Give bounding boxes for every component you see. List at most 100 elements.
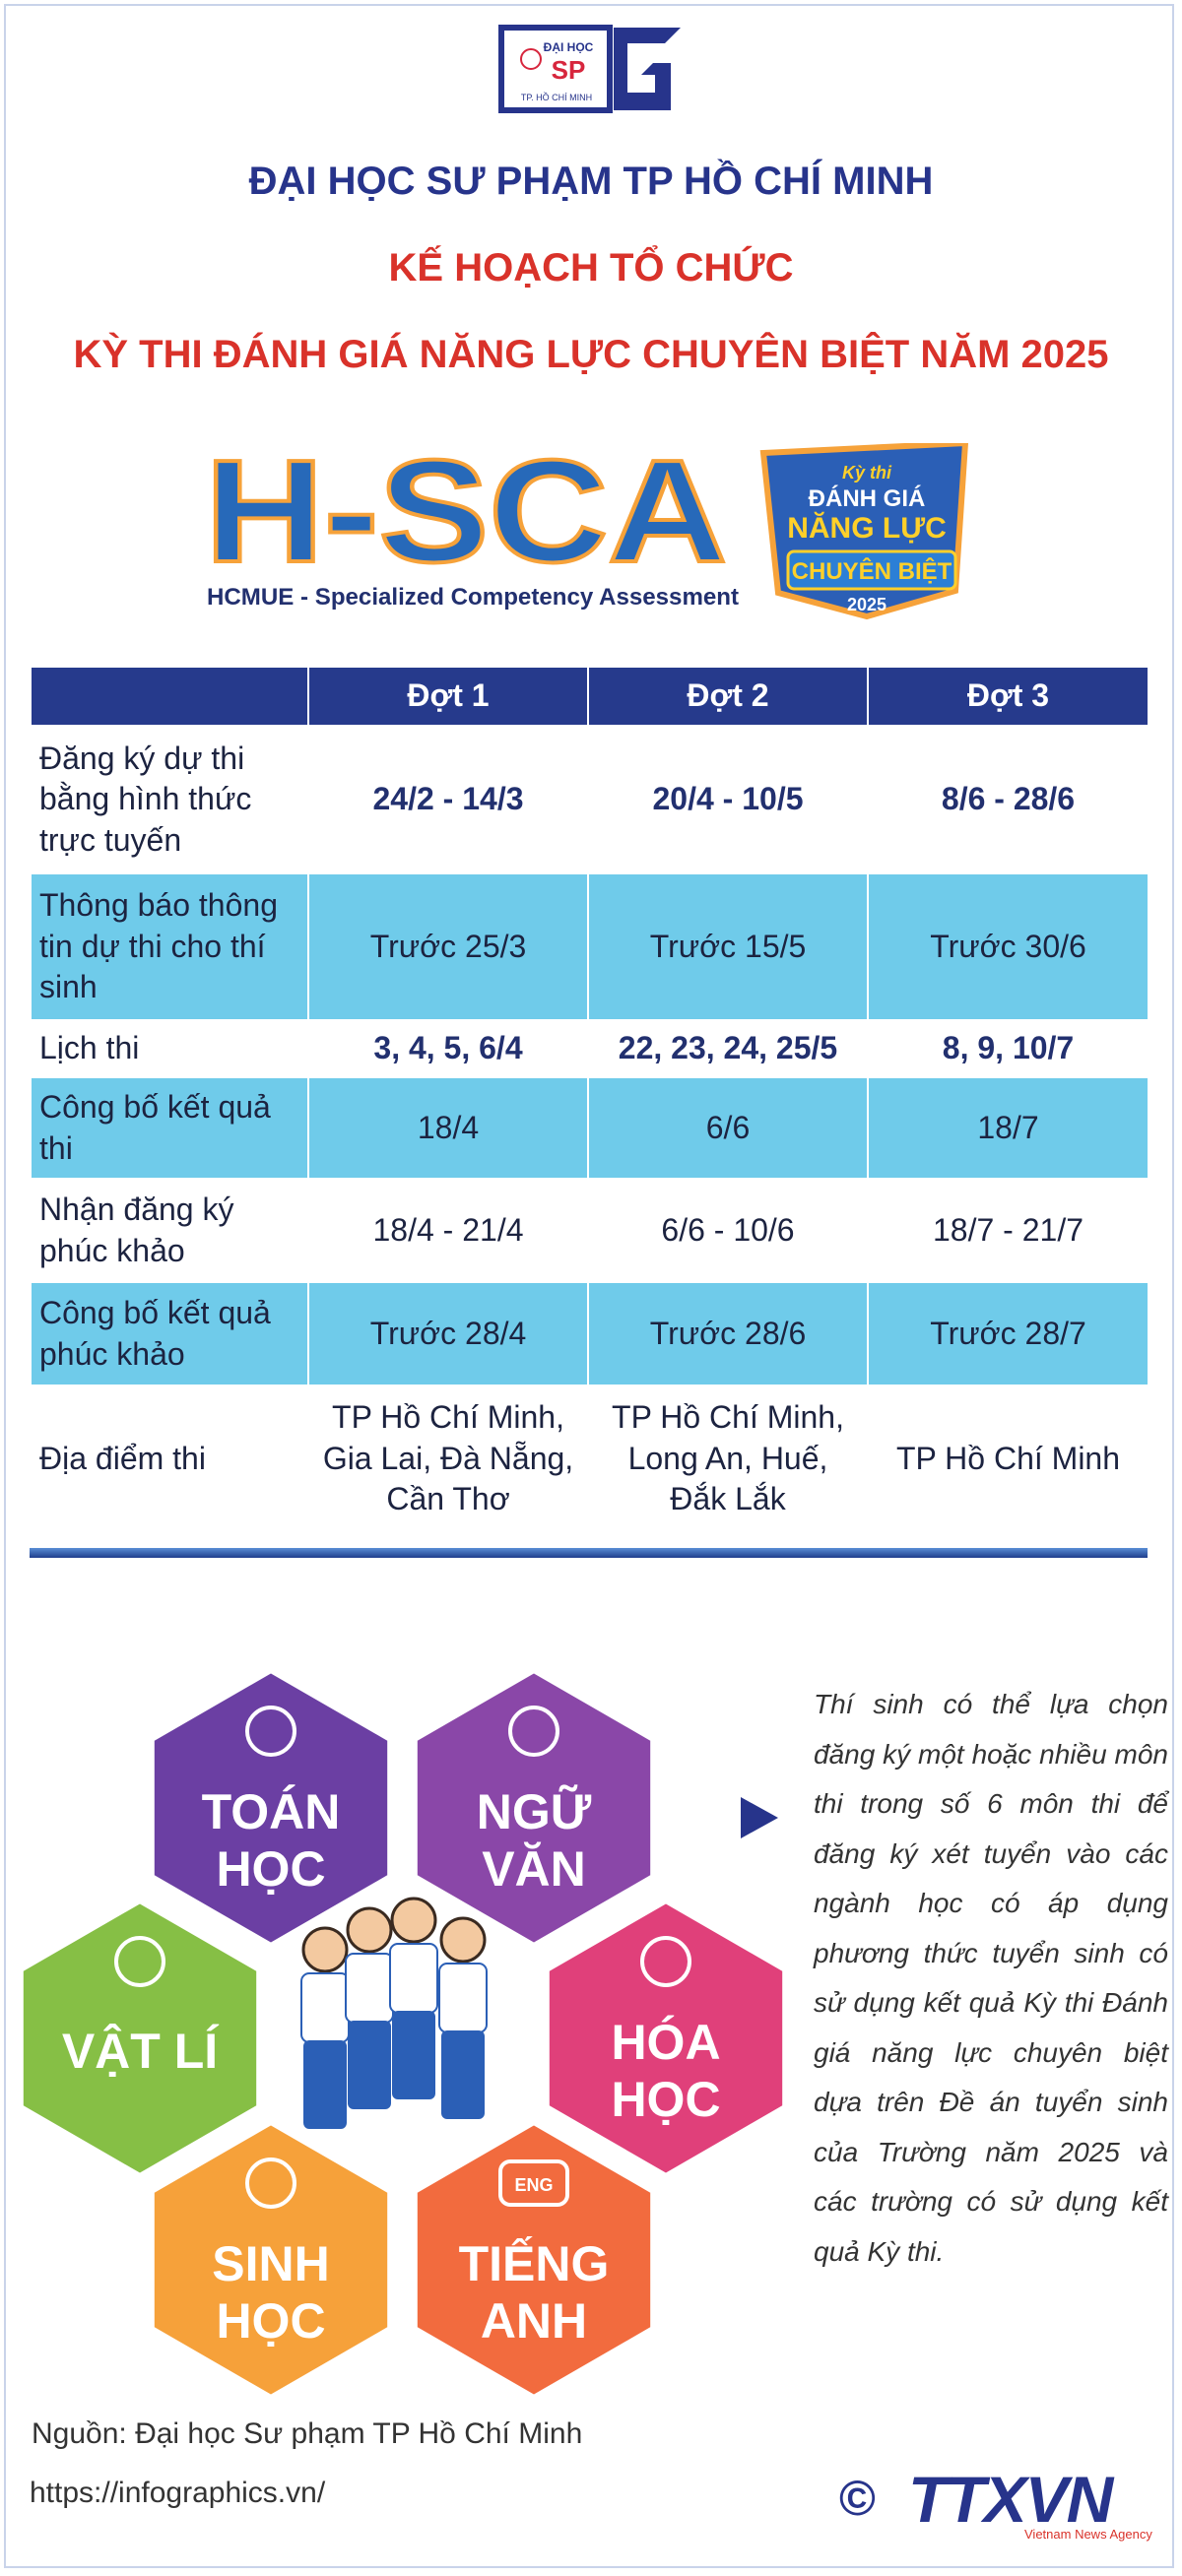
agency-en: Vietnam News Agency [1024, 2527, 1152, 2542]
student-pants [303, 2040, 347, 2129]
table-cell: Trước 28/4 [307, 1281, 589, 1386]
row-label: Nhận đăng ký phúc khảo [30, 1178, 309, 1283]
table-cell: 6/6 - 10/6 [587, 1178, 869, 1283]
table-cell: TP Hồ Chí Minh, Gia Lai, Đà Nẵng, Cần Th… [307, 1385, 589, 1533]
row-label: Công bố kết quả phúc khảo [30, 1281, 309, 1386]
url: https://infographics.vn/ [30, 2477, 326, 2509]
subject-hexagon [411, 2118, 657, 2402]
student-shirt [438, 1963, 488, 2033]
agency: TTXVN [908, 2463, 1113, 2536]
frame [4, 4, 1174, 2568]
badge-line: ĐÁNH GIÁ [809, 484, 926, 512]
table-cell: 8, 9, 10/7 [867, 1019, 1149, 1078]
student-pants [348, 2021, 391, 2109]
subject-label: HỌC [216, 2293, 325, 2349]
badge-line: 2025 [847, 595, 886, 614]
subject-icon [508, 1706, 559, 1757]
table-cell: 20/4 - 10/5 [587, 725, 869, 874]
header-cell: Đợt 1 [307, 666, 589, 727]
table-cell: Trước 28/7 [867, 1281, 1149, 1386]
header-cell: Đợt 3 [867, 666, 1149, 727]
logo-bottom: TP. HỒ CHÍ MINH [521, 92, 592, 102]
badge-line: CHUYÊN BIỆT [792, 557, 952, 585]
table-row: Lịch thi 3, 4, 5, 6/4 22, 23, 24, 25/5 8, 9… [30, 1019, 1149, 1078]
subject-icon [114, 1936, 165, 1987]
subject-hexagon [17, 1897, 263, 2180]
subject-label: SINH [212, 2236, 329, 2291]
logo: ĐẠI HỌC SP TP. HỒ CHÍ MINH [498, 25, 681, 113]
student-shirt [389, 1943, 438, 2014]
table-row: Địa điểm thi TP Hồ Chí Minh, Gia Lai, Đà … [30, 1385, 1149, 1533]
arrow [741, 1797, 778, 1838]
subject-hexagon [148, 1666, 394, 1950]
subtitle: KẾ HOẠCH TỔ CHỨC [388, 246, 794, 290]
subject-label: TIẾNG [459, 2236, 610, 2291]
logo-box [498, 25, 613, 113]
title: ĐẠI HỌC SƯ PHẠM TP HỒ CHÍ MINH [248, 160, 934, 203]
table-cell: Trước 25/3 [307, 872, 589, 1021]
divider [30, 1548, 1148, 1558]
note: Thí sinh có thể lựa chọn đăng ký một hoặ… [814, 1689, 1168, 2267]
table-cell: Trước 15/5 [587, 872, 869, 1021]
subject-label: NGỮ [477, 1783, 592, 1839]
table-cell: 18/7 [867, 1076, 1149, 1180]
table-row: Công bố kết quả thi 18/4 6/6 18/7 [30, 1076, 1149, 1180]
brand-tagline: HCMUE - Specialized Competency Assessmen… [207, 584, 739, 611]
icon-bubble [498, 2159, 569, 2207]
table-cell: 24/2 - 14/3 [307, 725, 589, 874]
table-cell: Trước 30/6 [867, 872, 1149, 1021]
student-head [439, 1916, 487, 1964]
logo-top: ĐẠI HỌC [544, 40, 594, 54]
subject-label: VĂN [482, 1841, 586, 1897]
logo-atom [520, 48, 542, 70]
student-shirt [300, 1972, 350, 2043]
subject-hexagon [543, 1897, 789, 2180]
badge-line: Kỳ thi [842, 463, 892, 483]
logo-mark: SP [552, 55, 586, 85]
subject-label: HỌC [611, 2072, 720, 2127]
table-cell: Trước 28/6 [587, 1281, 869, 1386]
row-label: Thông báo thông tin dự thi cho thí sinh [30, 872, 309, 1021]
row-label: Công bố kết quả thi [30, 1076, 309, 1180]
student-head [301, 1926, 349, 1973]
header-row: Đợt 1 Đợt 2 Đợt 3 [30, 666, 1149, 727]
table-cell: TP Hồ Chí Minh [867, 1385, 1149, 1533]
student-pants [392, 2011, 435, 2099]
table-cell: 18/7 - 21/7 [867, 1178, 1149, 1283]
table-row: Thông báo thông tin dự thi cho thí sinh T… [30, 872, 1149, 1021]
subject-icon [245, 2157, 296, 2209]
subject-icon [245, 1706, 296, 1757]
table-cell: 6/6 [587, 1076, 869, 1180]
brand: H-SCA HCMUE - Specialized Competency Ass… [203, 443, 969, 620]
table-cell: TP Hồ Chí Minh, Long An, Huế, Đắk Lắk [587, 1385, 869, 1533]
row-label: Đăng ký dự thi bằng hình thức trực tuyến [30, 725, 309, 874]
badge-line: NĂNG LỰC [787, 511, 947, 545]
source: Nguồn: Đại học Sư phạm TP Hồ Chí Minh [32, 2417, 583, 2450]
copyright: © [839, 2471, 876, 2526]
student-pants [441, 2030, 485, 2119]
student-head [390, 1897, 437, 1944]
table-cell: 3, 4, 5, 6/4 [307, 1019, 589, 1078]
brand-name: H-SCA [205, 443, 727, 593]
header-cell [30, 666, 309, 727]
subject-label: ANH [481, 2293, 587, 2349]
student-head [346, 1906, 393, 1954]
badge-text: Kỳ thi ĐÁNH GIÁ NĂNG LỰC CHUYÊN BIỆT 202… [787, 463, 952, 614]
table-row: Nhận đăng ký phúc khảo 18/4 - 21/4 6/6 - 1… [30, 1178, 1149, 1283]
logo-g [614, 28, 681, 110]
table-cell: 18/4 [307, 1076, 589, 1180]
subject-icon [640, 1936, 691, 1987]
subtitle: KỲ THI ĐÁNH GIÁ NĂNG LỰC CHUYÊN BIỆT NĂM… [73, 333, 1109, 376]
header-cell: Đợt 2 [587, 666, 869, 727]
table-cell: 18/4 - 21/4 [307, 1178, 589, 1283]
schedule-table: Đợt 1 Đợt 2 Đợt 3 Đăng ký dự thi bằng hình… [30, 666, 1149, 1533]
row-label: Địa điểm thi [30, 1385, 309, 1533]
row-label: Lịch thi [30, 1019, 309, 1078]
badge-ribbon [786, 549, 957, 591]
table-cell: 22, 23, 24, 25/5 [587, 1019, 869, 1078]
subject-label: TOÁN [202, 1784, 341, 1839]
icon-text: ENG [514, 2175, 553, 2195]
